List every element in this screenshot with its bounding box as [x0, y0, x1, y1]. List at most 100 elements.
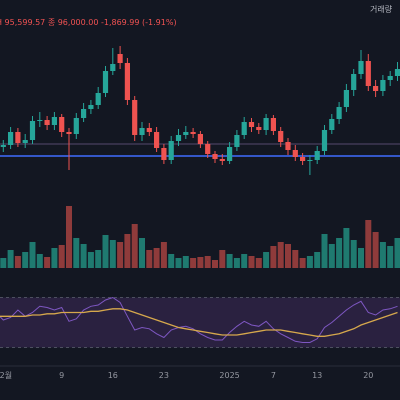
- volume-bar: [182, 256, 189, 268]
- volume-bar: [197, 257, 204, 268]
- candle-body: [394, 69, 400, 76]
- candle-body: [197, 134, 203, 144]
- candle-body: [365, 61, 371, 86]
- candle-body: [117, 54, 123, 63]
- candle-body: [81, 109, 87, 118]
- time-axis-label: 2025: [219, 371, 239, 380]
- candle-body: [175, 135, 182, 141]
- volume-bar: [44, 257, 51, 268]
- volume-bar: [14, 256, 21, 268]
- volume-bar: [219, 250, 226, 268]
- candle-body: [102, 71, 109, 93]
- rsi-ma-line: [0, 308, 398, 337]
- candle-body: [329, 119, 335, 130]
- candle-body: [300, 157, 306, 161]
- candle-body: [380, 80, 386, 91]
- volume-bar: [365, 220, 372, 268]
- volume-bar: [153, 248, 160, 268]
- candle-body: [161, 148, 167, 160]
- candle-body: [183, 132, 189, 135]
- volume-bar: [102, 235, 109, 268]
- symbol-title: 거래량: [370, 5, 393, 14]
- volume-bar: [0, 258, 7, 268]
- candle-body: [373, 86, 379, 91]
- volume-bar: [263, 252, 270, 268]
- candle-body: [110, 64, 116, 71]
- candle-body: [95, 93, 101, 105]
- ohlc-stats: H 95,599.57 종 96,000.00 -1,869.99 (-1.91…: [0, 18, 177, 27]
- volume-bar: [248, 256, 255, 268]
- volume-bar: [321, 234, 328, 268]
- candle-body: [241, 122, 247, 135]
- candle-body: [234, 135, 240, 147]
- volume-bar: [175, 258, 182, 268]
- volume-bar: [146, 250, 153, 268]
- legend-header: 거래량 H 95,599.57 종 96,000.00 -1,869.99 (-…: [0, 0, 400, 40]
- volume-bar: [241, 254, 248, 268]
- candle-body: [190, 132, 196, 134]
- candle-body: [227, 147, 233, 161]
- candle-body: [285, 142, 291, 150]
- candle-body: [336, 107, 342, 119]
- volume-bar: [372, 232, 379, 268]
- time-axis: 12월 9 16 23 2025 7 13 20: [0, 365, 400, 380]
- candle-body: [219, 159, 225, 161]
- candle-body: [358, 61, 364, 74]
- price-pane: [0, 46, 400, 175]
- volume-bar: [73, 238, 80, 268]
- candle-body: [205, 144, 211, 154]
- volume-bar: [204, 256, 211, 268]
- volume-bar: [7, 250, 14, 268]
- candle-body: [59, 117, 65, 132]
- volume-bar: [336, 238, 343, 268]
- rsi-band: [0, 297, 400, 348]
- candle-body: [321, 130, 328, 151]
- candle-body: [51, 117, 57, 125]
- volume-bar: [292, 250, 299, 268]
- volume-bar: [277, 242, 284, 268]
- volume-bar: [87, 252, 94, 268]
- volume-bar: [387, 246, 394, 268]
- volume-bar: [190, 258, 197, 268]
- candle-body: [270, 118, 276, 131]
- candle-body: [73, 118, 79, 134]
- time-axis-label: 12월: [0, 370, 12, 380]
- time-axis-label: 9: [59, 371, 64, 380]
- volume-bar: [160, 242, 167, 268]
- volume-bar: [233, 258, 240, 268]
- volume-bar: [285, 244, 291, 268]
- candle-body: [314, 151, 320, 160]
- candle-body: [248, 122, 255, 127]
- candle-body: [139, 128, 145, 135]
- candle-body: [44, 120, 50, 125]
- volume-bar: [139, 238, 145, 268]
- volume-bar: [124, 234, 131, 268]
- candle-body: [154, 132, 160, 148]
- volume-bar: [168, 254, 175, 268]
- candle-body: [343, 90, 349, 107]
- time-axis-label: 16: [108, 371, 118, 380]
- volume-bar: [58, 245, 65, 268]
- candle-body: [351, 74, 357, 90]
- volume-bar: [51, 248, 58, 268]
- volume-bar: [95, 250, 102, 268]
- volume-bar: [358, 248, 364, 268]
- volume-bar: [29, 242, 36, 268]
- volume-bar: [226, 254, 233, 268]
- candle-body: [88, 105, 94, 109]
- volume-bar: [379, 242, 386, 268]
- volume-bar: [109, 240, 116, 268]
- candle-body: [22, 140, 28, 143]
- volume-bar: [22, 252, 29, 268]
- volume-bar: [66, 206, 72, 268]
- candle-body: [256, 127, 262, 130]
- candle-body: [168, 141, 174, 160]
- candle-body: [66, 132, 72, 134]
- time-axis-label: 13: [312, 371, 322, 380]
- time-axis-label: 20: [363, 371, 373, 380]
- candle-body: [387, 76, 393, 80]
- volume-pane: [0, 206, 400, 268]
- candle-body: [124, 63, 130, 100]
